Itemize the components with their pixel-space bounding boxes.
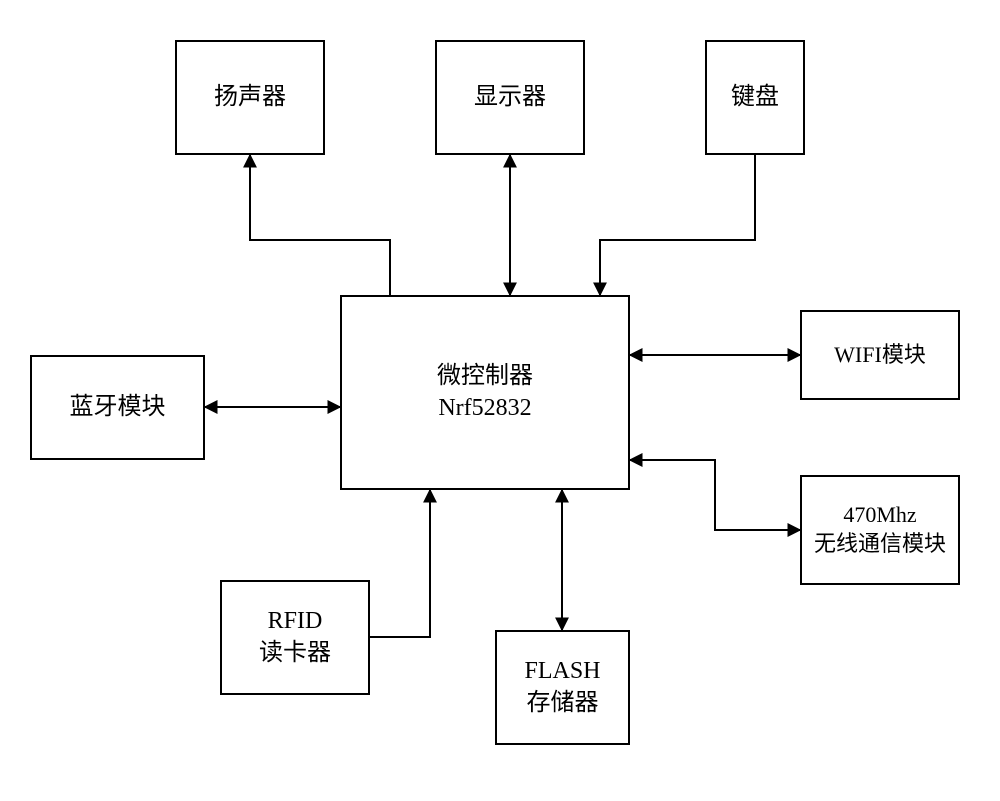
node-label: 470Mhz 无线通信模块 — [814, 501, 946, 558]
node-wifi: WIFI模块 — [800, 310, 960, 400]
node-bluetooth: 蓝牙模块 — [30, 355, 205, 460]
node-label: 扬声器 — [214, 82, 286, 113]
node-flash: FLASH 存储器 — [495, 630, 630, 745]
node-label: 显示器 — [474, 82, 546, 113]
edge-rfid-mcu — [370, 490, 430, 637]
node-label: WIFI模块 — [834, 341, 926, 370]
node-label: RFID 读卡器 — [259, 606, 331, 668]
node-label: FLASH 存储器 — [524, 656, 600, 718]
node-speaker: 扬声器 — [175, 40, 325, 155]
edge-speaker-mcu — [250, 155, 390, 295]
edge-mcu-rf470 — [630, 460, 800, 530]
node-rfid: RFID 读卡器 — [220, 580, 370, 695]
diagram-canvas: 扬声器 显示器 键盘 蓝牙模块 微控制器 Nrf52832 WIFI模块 470… — [0, 0, 1000, 801]
node-label: 蓝牙模块 — [70, 392, 166, 423]
edge-keyboard-mcu — [600, 155, 755, 295]
node-label: 微控制器 Nrf52832 — [437, 361, 533, 423]
node-microcontroller: 微控制器 Nrf52832 — [340, 295, 630, 490]
node-display: 显示器 — [435, 40, 585, 155]
node-label: 键盘 — [731, 82, 779, 113]
node-keyboard: 键盘 — [705, 40, 805, 155]
node-rf470: 470Mhz 无线通信模块 — [800, 475, 960, 585]
